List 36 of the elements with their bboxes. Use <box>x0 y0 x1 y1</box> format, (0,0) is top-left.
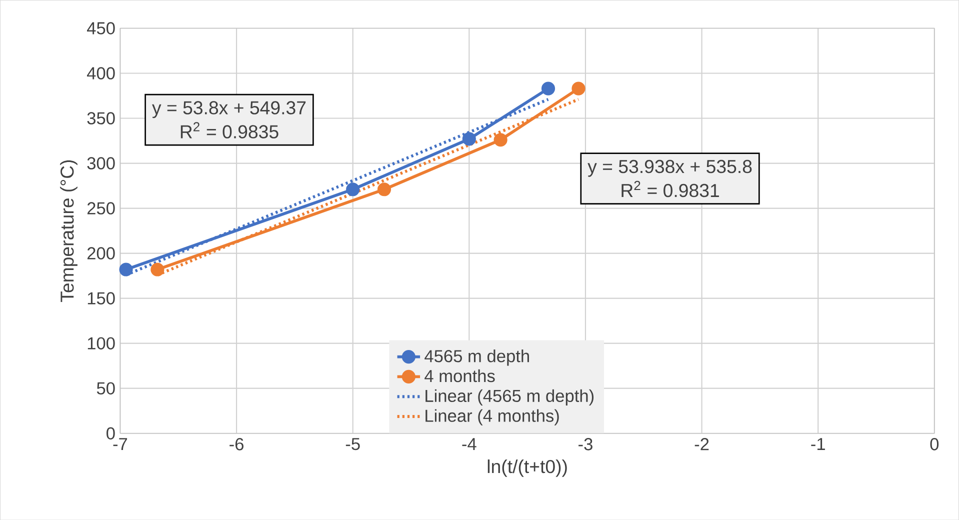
point <box>346 182 360 196</box>
annotation: y = 53.938x + 535.8 <box>588 160 752 177</box>
point <box>377 182 392 196</box>
legend-label: 4565 m depth <box>424 349 529 366</box>
annotation: R$^{2}$ = 0.9835 <box>180 122 278 138</box>
y-tick-label: 100 <box>88 337 115 350</box>
y-tick-label: 50 <box>96 382 115 394</box>
x-tick-label: -1 <box>811 438 825 450</box>
y-tick-label: 450 <box>86 22 115 34</box>
x-axis-title: ln(t/(t+t0)) <box>488 459 567 477</box>
y-tick-label: 150 <box>88 292 115 304</box>
annotation: R$^{2}$ = 0.9831 <box>622 180 719 198</box>
x-tick-label: -6 <box>230 438 244 450</box>
point <box>541 82 556 96</box>
point <box>494 132 508 147</box>
y-tick-label: 0 <box>106 427 115 440</box>
y-tick-label: 350 <box>87 112 115 124</box>
legend-label: Linear (4565 m depth) <box>426 389 594 406</box>
y-tick-label: 300 <box>87 157 115 170</box>
x-tick-label: -3 <box>578 438 592 450</box>
x-tick-label: -5 <box>346 438 360 450</box>
x-tick-label: -2 <box>694 438 709 450</box>
y-tick-label: 200 <box>87 247 115 260</box>
legend-label: 4 months <box>424 369 495 382</box>
x-tick-label: -7 <box>113 438 128 450</box>
y-axis-title: Temperature (°C) <box>60 160 78 302</box>
point <box>572 82 586 96</box>
y-tick-label: 400 <box>86 67 115 80</box>
x-tick-label: 0 <box>930 438 939 450</box>
point <box>119 262 133 276</box>
point <box>462 132 476 146</box>
annotation: y = 53.8x + 549.37 <box>152 101 306 118</box>
legend-label: Linear (4 months) <box>426 409 559 426</box>
x-tick-label: -4 <box>462 438 476 450</box>
point <box>150 262 164 276</box>
y-tick-label: 250 <box>87 202 115 214</box>
